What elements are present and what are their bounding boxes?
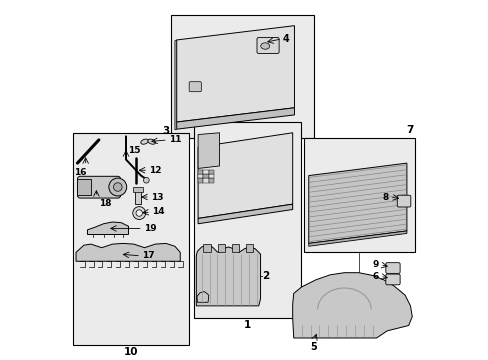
FancyBboxPatch shape <box>189 82 201 92</box>
Text: 3: 3 <box>162 126 169 136</box>
Polygon shape <box>308 163 406 243</box>
Text: 6: 6 <box>372 272 378 281</box>
Bar <box>77 179 91 195</box>
Text: 15: 15 <box>128 146 141 155</box>
Text: 10: 10 <box>123 347 138 357</box>
Bar <box>304 138 414 252</box>
Polygon shape <box>76 243 180 261</box>
Text: 19: 19 <box>143 224 156 233</box>
Bar <box>208 179 214 183</box>
Polygon shape <box>197 292 208 302</box>
Circle shape <box>113 183 122 191</box>
Polygon shape <box>175 40 176 130</box>
Text: 2: 2 <box>261 270 268 280</box>
Polygon shape <box>196 245 260 306</box>
Bar <box>135 190 141 204</box>
FancyBboxPatch shape <box>385 263 399 273</box>
Text: 16: 16 <box>74 168 86 177</box>
FancyBboxPatch shape <box>385 274 399 285</box>
Bar <box>193 122 300 318</box>
Bar <box>208 174 214 179</box>
Circle shape <box>109 178 126 196</box>
Ellipse shape <box>141 139 148 144</box>
Polygon shape <box>176 26 294 122</box>
Circle shape <box>133 207 145 220</box>
Polygon shape <box>308 231 406 246</box>
Bar <box>73 133 189 345</box>
Text: 11: 11 <box>168 135 181 144</box>
Circle shape <box>136 210 142 216</box>
Text: 14: 14 <box>152 207 164 216</box>
Polygon shape <box>198 133 292 219</box>
Text: 8: 8 <box>382 193 388 202</box>
Text: 7: 7 <box>405 125 412 135</box>
Ellipse shape <box>148 139 155 144</box>
Bar <box>203 179 208 183</box>
Polygon shape <box>292 273 411 338</box>
Circle shape <box>143 177 149 183</box>
Bar <box>198 170 203 174</box>
Bar <box>198 179 203 183</box>
Bar <box>203 244 210 252</box>
Bar <box>203 174 208 179</box>
Text: 9: 9 <box>372 260 378 269</box>
Text: 4: 4 <box>283 34 289 44</box>
Bar <box>133 187 143 192</box>
Polygon shape <box>198 204 292 224</box>
Bar <box>203 170 208 174</box>
Text: 13: 13 <box>151 193 163 202</box>
Bar <box>246 244 253 252</box>
Polygon shape <box>87 222 128 234</box>
Ellipse shape <box>260 43 269 49</box>
Text: 18: 18 <box>99 199 111 208</box>
FancyBboxPatch shape <box>77 176 121 198</box>
FancyBboxPatch shape <box>396 195 410 207</box>
Text: 1: 1 <box>243 320 250 330</box>
Text: 17: 17 <box>142 251 154 260</box>
Bar <box>231 244 239 252</box>
Polygon shape <box>176 108 294 129</box>
Bar <box>171 15 313 138</box>
Bar <box>208 170 214 174</box>
FancyBboxPatch shape <box>257 37 279 54</box>
Bar <box>198 174 203 179</box>
Polygon shape <box>198 133 219 168</box>
Text: 5: 5 <box>310 342 317 352</box>
Bar <box>217 244 224 252</box>
Text: 12: 12 <box>149 166 162 175</box>
